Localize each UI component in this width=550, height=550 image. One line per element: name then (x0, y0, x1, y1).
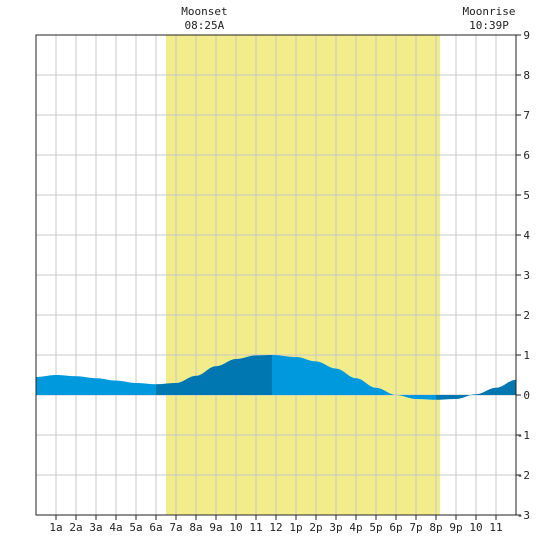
x-tick-label: 1a (49, 521, 62, 534)
x-tick-label: 11 (489, 521, 502, 534)
moon-event-label: Moonset (181, 5, 227, 18)
y-tick-label: 4 (523, 229, 530, 242)
tide-area-segment (436, 379, 516, 400)
x-tick-label: 6a (149, 521, 162, 534)
tide-area-segment (36, 375, 56, 395)
x-tick-label: 5p (369, 521, 382, 534)
tide-area-segment (272, 355, 436, 400)
y-tick-label: 0 (523, 389, 530, 402)
x-tick-label: 3p (329, 521, 342, 534)
tide-area-layer (36, 355, 516, 400)
y-tick-label: -1 (517, 429, 530, 442)
y-tick-label: 2 (523, 309, 530, 322)
y-tick-label: 3 (523, 269, 530, 282)
x-tick-label: 7p (409, 521, 422, 534)
x-tick-label: 8p (429, 521, 442, 534)
x-tick-label: 9p (449, 521, 462, 534)
moon-event-label: Moonrise (463, 5, 516, 18)
axis-layer (35, 34, 521, 520)
y-tick-label: 9 (523, 29, 530, 42)
x-tick-label: 2p (309, 521, 322, 534)
grid-layer (36, 35, 516, 515)
x-tick-label: 5a (129, 521, 142, 534)
y-tick-label: 6 (523, 149, 530, 162)
x-tick-label: 8a (189, 521, 202, 534)
y-tick-label: 8 (523, 69, 530, 82)
x-tick-label: 4a (109, 521, 122, 534)
x-tick-label: 10 (469, 521, 482, 534)
y-tick-label: -3 (517, 509, 530, 522)
x-tick-label: 12 (269, 521, 282, 534)
moon-event-time: 08:25A (185, 19, 225, 32)
y-tick-label: 1 (523, 349, 530, 362)
y-tick-label: 5 (523, 189, 530, 202)
y-tick-label: 7 (523, 109, 530, 122)
tide-area-segment (156, 355, 272, 395)
x-tick-label: 7a (169, 521, 182, 534)
y-tick-label: -2 (517, 469, 530, 482)
x-tick-label: 9a (209, 521, 222, 534)
x-tick-label: 10 (229, 521, 242, 534)
x-tick-label: 11 (249, 521, 262, 534)
x-tick-label: 2a (69, 521, 82, 534)
x-tick-label: 1p (289, 521, 302, 534)
moon-event-time: 10:39P (469, 19, 509, 32)
tide-area-segment (56, 375, 156, 395)
x-tick-label: 3a (89, 521, 102, 534)
x-tick-label: 4p (349, 521, 362, 534)
x-tick-label: 6p (389, 521, 402, 534)
